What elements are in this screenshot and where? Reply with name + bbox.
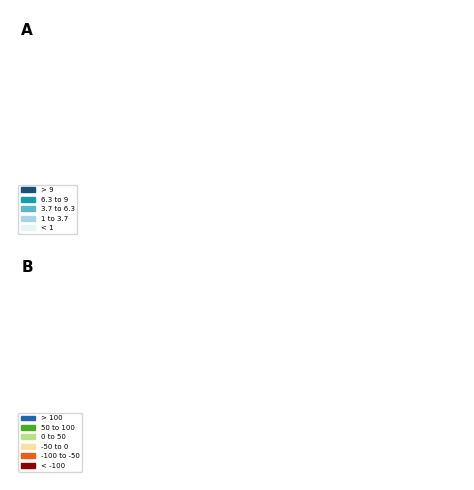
Text: A: A — [21, 23, 33, 38]
Text: B: B — [21, 260, 33, 275]
Legend: > 100, 50 to 100, 0 to 50, -50 to 0, -100 to -50, < -100: > 100, 50 to 100, 0 to 50, -50 to 0, -10… — [18, 413, 82, 471]
Legend: > 9, 6.3 to 9, 3.7 to 6.3, 1 to 3.7, < 1: > 9, 6.3 to 9, 3.7 to 6.3, 1 to 3.7, < 1 — [18, 185, 77, 234]
